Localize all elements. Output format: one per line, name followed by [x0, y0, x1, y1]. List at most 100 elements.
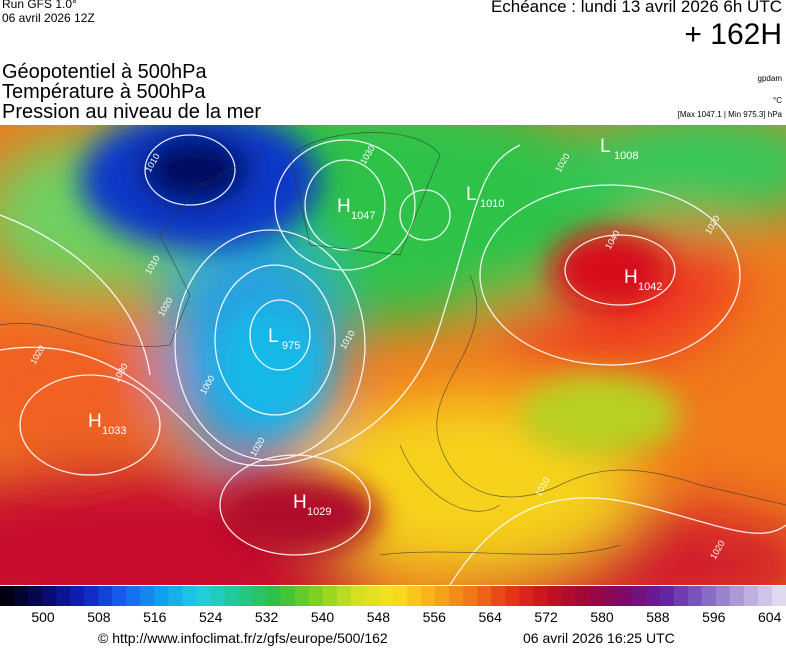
- colorbar-cell: [687, 586, 703, 606]
- colorbar-cell: [28, 586, 43, 606]
- colorbar-cell: [771, 586, 786, 606]
- colorbar-cell: [70, 586, 85, 606]
- pressure-range: [Max 1047.1 | Min 975.3] hPa: [677, 110, 782, 119]
- field: Température à 500hPa: [2, 81, 206, 103]
- center-type: H: [293, 492, 307, 513]
- colorbar-cell: [350, 586, 366, 606]
- colorbar-label: 580: [590, 609, 614, 625]
- colorbar-cell: [266, 586, 282, 606]
- generated: 06 avril 2026 16:25 UTC: [523, 630, 675, 646]
- center-value: 1010: [480, 198, 504, 210]
- colorbar-cell: [14, 586, 29, 606]
- colorbar-cell: [393, 586, 408, 606]
- colorbar-cell: [519, 586, 534, 606]
- colorbar-label: 516: [143, 609, 167, 625]
- colorbar-cell: [42, 586, 57, 606]
- colorbar-cell: [378, 586, 394, 606]
- colorbar-cell: [491, 586, 506, 606]
- colorbar-cell: [0, 586, 15, 606]
- pressure-center: H 1029: [293, 492, 331, 518]
- colorbar-cell: [757, 586, 773, 606]
- colorbar-cell: [449, 586, 464, 606]
- pressure-center: H 1042: [624, 267, 662, 293]
- field: Pression au niveau de la mer: [2, 101, 262, 123]
- colorbar-cell: [743, 586, 759, 606]
- colorbar-cell: [463, 586, 478, 606]
- pressure-center: L 975: [268, 326, 300, 352]
- unit: gpdam: [757, 74, 782, 83]
- center-type: H: [624, 267, 638, 288]
- center-value: 975: [282, 340, 300, 352]
- colorbar-cell: [575, 586, 590, 606]
- colorbar-cell: [322, 586, 338, 606]
- colorbar-label: 564: [478, 609, 502, 625]
- colorbar-cell: [673, 586, 689, 606]
- colorbar-cell: [435, 586, 450, 606]
- pressure-center: H 1047: [337, 196, 375, 222]
- field: Géopotentiel à 500hPa: [2, 61, 207, 83]
- colorbar-label: 524: [199, 609, 223, 625]
- colorbar-cell: [112, 586, 127, 606]
- colorbar-label: 572: [534, 609, 558, 625]
- colorbar-cell: [84, 586, 99, 606]
- colorbar-label: 596: [702, 609, 726, 625]
- colorbar-cell: [589, 586, 605, 606]
- colorbar-cell: [182, 586, 197, 606]
- colorbar-labels: 500 508 516 524 532 540 548 556 564 572 580 588 596 6…: [0, 609, 786, 627]
- colorbar-cell: [645, 586, 661, 606]
- colorbar-cell: [715, 586, 731, 606]
- center-type: H: [88, 411, 102, 432]
- pressure-center: L 1010: [466, 184, 504, 210]
- colorbar-cell: [505, 586, 520, 606]
- colorbar-cell: [561, 586, 576, 606]
- run: Run GFS 1.0°: [2, 0, 77, 11]
- colorbar: [0, 586, 786, 606]
- center-value: 1029: [307, 506, 331, 518]
- colorbar-cell: [126, 586, 141, 606]
- colorbar-cell: [224, 586, 240, 606]
- colorbar-cell: [631, 586, 647, 606]
- colorbar-cell: [56, 586, 71, 606]
- pressure-center: H 1033: [88, 411, 126, 437]
- colorbar-label: 604: [758, 609, 782, 625]
- colorbar-cell: [168, 586, 183, 606]
- center-value: 1042: [638, 281, 662, 293]
- colorbar-cell: [196, 586, 212, 606]
- run-date: 06 avril 2026 12Z: [2, 11, 95, 25]
- colorbar-label: 548: [366, 609, 391, 625]
- colorbar-cell: [701, 586, 717, 606]
- colorbar-label: 500: [31, 609, 55, 625]
- colorbar-cell: [252, 586, 268, 606]
- colorbar-label: 508: [87, 609, 111, 625]
- colorbar-cell: [280, 586, 296, 606]
- colorbar-cell: [603, 586, 619, 606]
- colorbar-cell: [210, 586, 226, 606]
- colorbar-cell: [547, 586, 562, 606]
- colorbar-cell: [659, 586, 675, 606]
- center-type: L: [466, 184, 477, 205]
- colorbar-label: 556: [422, 609, 446, 625]
- colorbar-cell: [140, 586, 155, 606]
- center-value: 1033: [102, 425, 126, 437]
- colorbar-cell: [238, 586, 254, 606]
- unit: °C: [773, 96, 782, 105]
- echeance: Echéance : lundi 13 avril 2026 6h UTC: [490, 0, 782, 16]
- source-url: © http://www.infoclimat.fr/z/gfs/europe/…: [98, 630, 388, 646]
- center-value: 1047: [351, 210, 375, 222]
- colorbar-label: 532: [254, 609, 279, 625]
- lead-time: + 162H: [684, 18, 782, 51]
- center-type: L: [600, 136, 611, 157]
- pressure-center: L 1008: [600, 136, 638, 162]
- center-value: 1008: [614, 150, 638, 162]
- colorbar-label: 540: [310, 609, 335, 625]
- colorbar-cell: [407, 586, 422, 606]
- colorbar-cell: [98, 586, 113, 606]
- colorbar-cell: [533, 586, 548, 606]
- colorbar-cell: [294, 586, 310, 606]
- colorbar-cell: [729, 586, 745, 606]
- center-type: L: [268, 326, 279, 347]
- colorbar-cell: [617, 586, 633, 606]
- colorbar-cell: [477, 586, 492, 606]
